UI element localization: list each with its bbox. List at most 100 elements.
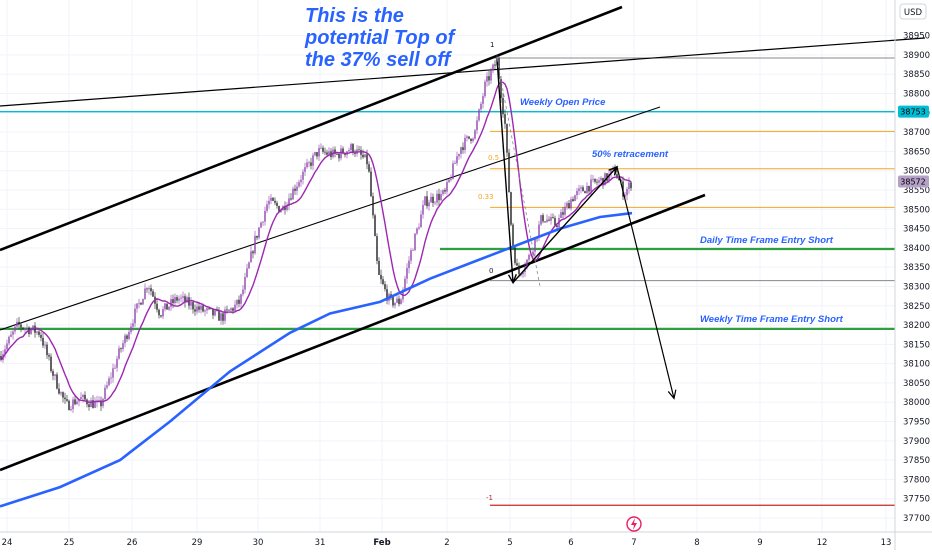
candle — [288, 193, 290, 211]
candle-body — [130, 326, 132, 332]
candle — [374, 213, 376, 237]
candle-body — [174, 297, 176, 304]
candle-body — [540, 215, 542, 225]
y-tick-label: 38850 — [903, 70, 930, 80]
candle — [540, 214, 542, 226]
candle — [132, 319, 134, 331]
candle — [430, 192, 432, 203]
candle — [626, 186, 628, 201]
candle — [436, 190, 438, 206]
candle-body — [574, 195, 576, 201]
fib-label-1: 1 — [490, 41, 494, 49]
candle — [240, 293, 242, 309]
candle-body — [248, 262, 250, 269]
candle — [314, 151, 316, 157]
candle-body — [88, 404, 90, 408]
candle-body — [36, 331, 38, 333]
candle-body — [364, 154, 366, 158]
candle-body — [146, 288, 148, 290]
candle — [234, 300, 236, 313]
candle-body — [442, 190, 444, 195]
candle-body — [296, 186, 298, 191]
candle-body — [166, 303, 168, 310]
currency-box[interactable] — [899, 3, 927, 20]
candle — [18, 316, 20, 330]
candle — [386, 284, 388, 305]
candle-body — [6, 343, 8, 350]
candle-body — [334, 149, 336, 154]
candle — [492, 63, 494, 74]
candle-body — [318, 147, 320, 157]
candle — [160, 314, 162, 318]
candle — [452, 160, 454, 180]
candle-body — [294, 188, 296, 191]
candle — [310, 157, 312, 170]
candle — [80, 392, 82, 400]
candle-body — [204, 310, 206, 312]
candle-body — [590, 179, 592, 192]
candle — [432, 193, 434, 207]
x-tick-label: 7 — [631, 538, 636, 548]
candle — [64, 392, 66, 404]
candle-body — [104, 387, 106, 399]
candle — [464, 134, 466, 154]
candle-body — [116, 358, 118, 368]
retracement-arrow — [512, 166, 618, 284]
candle-body — [566, 203, 568, 207]
candle — [238, 295, 240, 308]
candle — [84, 391, 86, 401]
y-tick-label: 37750 — [903, 495, 930, 505]
candle-body — [506, 123, 508, 153]
candle — [302, 169, 304, 185]
weekly-open-price-badge — [898, 105, 929, 118]
candle — [462, 142, 464, 154]
candle-body — [438, 193, 440, 201]
candle — [110, 372, 112, 384]
candle-body — [372, 196, 374, 216]
y-tick-label: 38800 — [903, 90, 930, 100]
candle — [508, 148, 510, 193]
candle — [256, 235, 258, 241]
candle-body — [578, 188, 580, 191]
candle-body — [276, 202, 278, 207]
candle-body — [320, 147, 322, 149]
candle-body — [370, 171, 372, 197]
candle — [272, 196, 274, 202]
candle-body — [466, 136, 468, 138]
candle-body — [94, 401, 96, 408]
candle-body — [22, 327, 24, 329]
candle — [468, 136, 470, 140]
candle-body — [456, 156, 458, 164]
candle-body — [202, 305, 204, 312]
x-tick-label: 2 — [444, 538, 449, 548]
candle — [58, 383, 60, 395]
candle — [264, 206, 266, 226]
candle-body — [336, 153, 338, 155]
candle-body — [74, 399, 76, 405]
candle-body — [324, 151, 326, 153]
candle — [320, 143, 322, 150]
candle-body — [42, 337, 44, 346]
headline-line-3: the 37% sell off — [305, 49, 453, 71]
candle-body — [292, 188, 294, 200]
candle-body — [262, 221, 264, 223]
candle-body — [156, 303, 158, 310]
candle — [400, 297, 402, 305]
candle-body — [322, 147, 324, 152]
candle — [246, 263, 248, 279]
last-price-badge-text: 38572 — [900, 177, 925, 186]
daily-entry-label: Daily Time Frame Entry Short — [700, 235, 834, 246]
x-tick-label: 8 — [694, 538, 699, 548]
candle — [412, 248, 414, 251]
candle — [446, 179, 448, 195]
candle — [40, 332, 42, 342]
candle-body — [238, 299, 240, 304]
candle-body — [626, 189, 628, 196]
candle-body — [280, 210, 282, 213]
candle-body — [206, 308, 208, 311]
candle-body — [138, 302, 140, 304]
candle — [336, 153, 338, 156]
lightning-icon[interactable] — [626, 516, 642, 532]
candle-body — [122, 343, 124, 350]
